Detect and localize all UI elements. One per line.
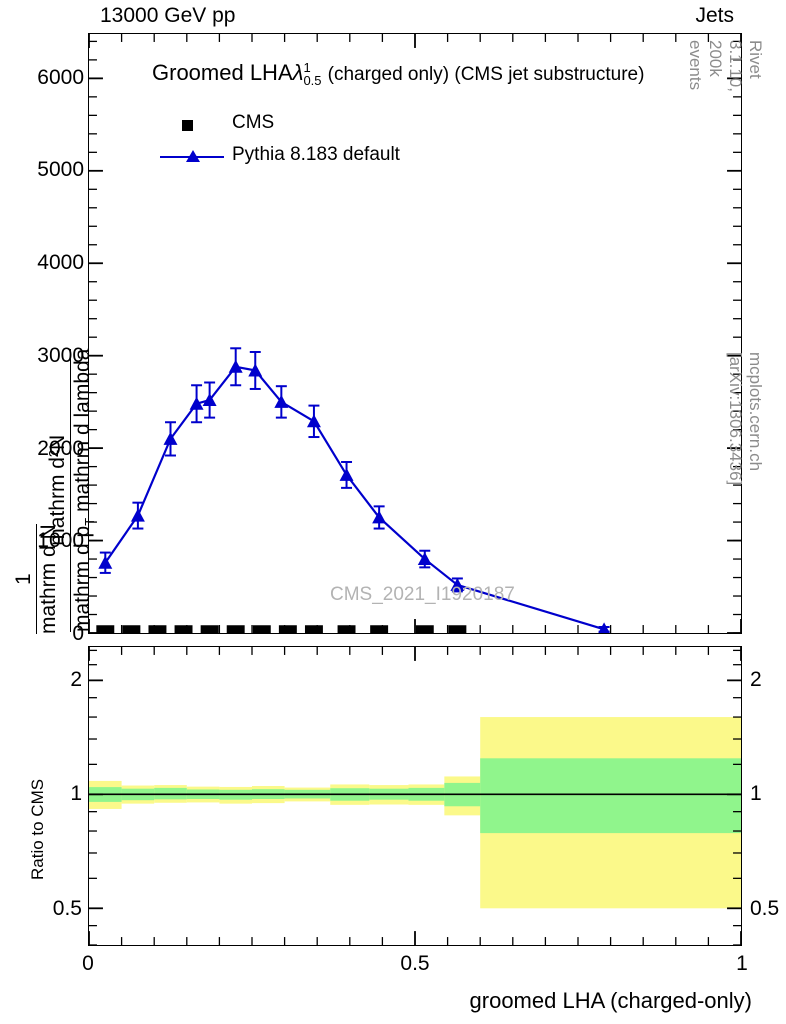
y-axis-title-denominator-tail: mathrm d lambda	[71, 348, 94, 512]
x-tick-label: 0	[82, 952, 94, 975]
mc-marker-triangle	[163, 431, 178, 445]
ratio-tick-label-right: 1	[750, 782, 762, 806]
y-axis-title-denominator: mathrm d p	[71, 525, 94, 632]
analysis-watermark: CMS_2021_I1920187	[330, 584, 515, 605]
legend-label-pythia: Pythia 8.183 default	[232, 144, 400, 165]
data-marker-square	[148, 625, 167, 633]
mc-marker-triangle	[274, 394, 289, 408]
legend-label-cms: CMS	[232, 112, 275, 133]
y-tick-label: 5000	[37, 158, 84, 182]
mc-marker-triangle	[228, 359, 243, 373]
y-tick-label: 2000	[37, 436, 84, 460]
mc-marker-triangle	[417, 552, 432, 566]
y-axis-tick-labels: 0 1000 2000 3000 4000 5000 6000	[0, 33, 84, 645]
ratio-tick-label-left: 2	[70, 667, 82, 691]
x-axis-title: groomed LHA (charged-only)	[469, 988, 752, 1013]
ratio-plot-panel	[88, 646, 742, 946]
mc-marker-triangle	[189, 396, 204, 410]
mc-marker-triangle	[450, 577, 465, 591]
mc-marker-triangle	[202, 393, 217, 407]
data-marker-square	[226, 625, 245, 633]
ratio-tick-label-left: 1	[70, 782, 82, 806]
y-tick-label: 4000	[37, 251, 84, 274]
mc-marker-triangle	[372, 510, 387, 524]
y-tick-label: 0	[72, 622, 84, 645]
plot-title-suffix: (charged only) (CMS jet substructure)	[327, 64, 645, 85]
square-marker-icon	[182, 120, 193, 131]
data-marker-square	[252, 625, 271, 633]
ratio-plot-canvas	[89, 647, 741, 945]
data-marker-square	[122, 625, 141, 633]
data-marker-square	[174, 625, 193, 633]
data-marker-square	[278, 625, 297, 633]
data-marker-square	[370, 625, 389, 633]
ratio-tick-label-right: 2	[750, 667, 762, 691]
y-tick-label: 6000	[37, 65, 84, 89]
y-axis-title-fraction: mathrm d²N mathrm d pT mathrm d lambda	[46, 348, 98, 632]
y-axis-title-numerator: mathrm d²N	[46, 434, 69, 546]
mc-curve-pythia	[104, 365, 605, 631]
plot-title-subscript: 0.5	[303, 73, 322, 89]
mc-marker-triangle	[248, 363, 263, 377]
mc-marker-triangle	[339, 467, 354, 481]
header-process-label: Jets	[695, 4, 734, 27]
ratio-band-inner	[480, 758, 741, 834]
plot-title-superscript: 1	[303, 59, 311, 75]
main-plot-canvas	[89, 34, 741, 633]
y-axis-title-num-prefix: 1	[12, 573, 35, 585]
data-marker-square	[200, 625, 219, 633]
data-marker-square	[304, 625, 323, 633]
mc-marker-triangle	[598, 622, 610, 633]
mc-marker-triangle	[306, 414, 321, 428]
data-marker-square	[96, 625, 115, 633]
ratio-tick-label-left: 0.5	[52, 897, 82, 921]
mc-marker-triangle	[98, 555, 113, 569]
y-axis-title-denominator-sub: T	[82, 517, 98, 526]
plot-title-prefix: Groomed LHA	[152, 60, 293, 85]
sidebar-source-label: mcplots.cern.ch [arXiv:1306.3436]	[726, 352, 765, 486]
ratio-axis-title: Ratio to CMS	[28, 778, 47, 880]
triangle-marker-icon	[186, 150, 200, 162]
lambda-symbol: λ	[292, 60, 304, 85]
y-tick-label: 1000	[37, 529, 84, 553]
data-marker-square	[337, 625, 356, 633]
x-tick-label: 1	[736, 952, 748, 975]
plot-title: Groomed LHAλ 1 0.5 (charged only) (CMS j…	[152, 60, 644, 88]
mc-marker-triangle	[130, 508, 145, 522]
ratio-tick-label-right: 0.5	[750, 897, 780, 921]
data-marker-square	[448, 625, 467, 633]
header-beam-label: 13000 GeV pp	[100, 4, 236, 27]
main-plot-panel	[88, 33, 742, 634]
data-marker-square	[415, 625, 434, 633]
x-tick-label: 0.5	[400, 952, 430, 975]
y-tick-label: 3000	[37, 343, 84, 367]
sidebar-generator-label: Rivet 3.1.10, 200k events	[686, 40, 765, 92]
